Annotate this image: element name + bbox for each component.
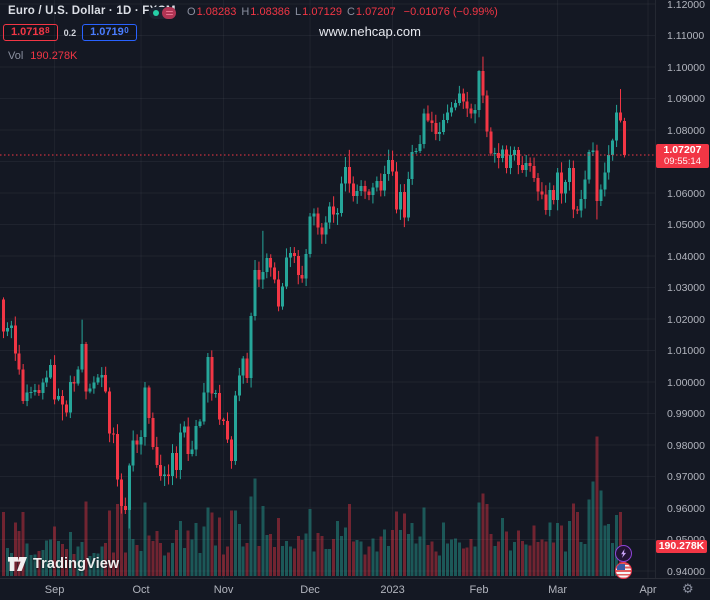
lightning-icon[interactable] [615, 545, 632, 562]
price-axis-label: 1.09000 [667, 93, 705, 105]
price-axis-label: 1.05000 [667, 219, 705, 231]
open-value: 1.08283 [196, 6, 237, 18]
price-axis-label: 0.96000 [667, 502, 705, 515]
toggle-handle-icon [162, 7, 176, 19]
tradingview-logo-text: TradingView [33, 556, 120, 572]
watermark: www.nehcap.com [319, 24, 421, 39]
open-label: O [187, 6, 196, 18]
price-axis-label: 1.10000 [667, 61, 705, 74]
price-axis-label: 0.98000 [667, 439, 705, 452]
time-axis-label: Feb [469, 584, 489, 596]
volume-axis-tag: 190.278K [656, 540, 707, 554]
tradingview-logo[interactable]: TradingView [8, 556, 119, 572]
market-status-toggle[interactable] [149, 7, 176, 19]
price-axis-label: 0.99000 [667, 408, 705, 420]
bolt-glyph-icon [621, 549, 627, 558]
last-price-tag: 1.07207 09:55:14 [656, 143, 709, 168]
price-axis-label: 1.01000 [667, 345, 705, 357]
volume-value: 190.278K [30, 50, 78, 62]
high-label: H [241, 6, 250, 18]
bid-ask-row: 1.0718 8 0.2 1.0719 0 [3, 24, 137, 41]
symbol-title: Euro / U.S. Dollar · 1D · FXCM [8, 5, 176, 17]
price-axis-label: 1.02000 [667, 313, 705, 326]
ohlc-readout: O1.08283 H1.08386 L1.07129 C1.07207 −0.0… [187, 6, 498, 18]
us-flag-icon[interactable] [615, 562, 632, 579]
close-label: C [346, 6, 355, 18]
candlestick-chart[interactable] [0, 0, 655, 578]
time-axis[interactable]: Sep Oct Nov Dec 2023 Feb Mar Apr [0, 578, 710, 600]
price-axis-label: 1.08000 [667, 124, 705, 137]
price-axis-label: 1.04000 [667, 250, 705, 263]
price-axis-label: 1.12000 [667, 0, 705, 11]
time-axis-label: Dec [300, 584, 320, 596]
price-axis-label: 1.11000 [667, 30, 705, 42]
price-axis-label: 0.97000 [667, 471, 705, 483]
close-value: 1.07207 [355, 6, 396, 18]
volume-label: Vol [8, 50, 24, 62]
volume-readout: Vol 190.278K [8, 50, 77, 62]
time-axis-label: Apr [639, 584, 657, 596]
buy-ask-button[interactable]: 1.0719 0 [82, 24, 137, 41]
sell-bid-button[interactable]: 1.0718 8 [3, 24, 58, 41]
market-open-dot-icon [153, 10, 159, 16]
price-axis-label: 1.03000 [667, 282, 705, 294]
last-price-value: 1.07207 [663, 143, 702, 156]
symbol-header: Euro / U.S. Dollar · 1D · FXCM [8, 5, 176, 17]
low-value: 1.07129 [302, 6, 342, 18]
time-axis-label: Mar [548, 584, 568, 596]
tradingview-glyph-icon [8, 557, 27, 571]
time-axis-label: Nov [213, 584, 234, 596]
axis-settings-gear-icon[interactable]: ⚙ [682, 582, 694, 597]
time-axis-label: 2023 [380, 584, 405, 596]
low-label: L [295, 6, 302, 18]
price-axis-label: 0.94000 [667, 565, 705, 578]
time-axis-label: Sep [44, 584, 65, 596]
high-value: 1.08386 [250, 6, 291, 18]
price-axis[interactable]: 1.07207 09:55:14 190.278K 1.12000 1.11000… [655, 0, 710, 578]
price-axis-label: 1.06000 [667, 187, 705, 200]
time-axis-label: Oct [132, 584, 150, 596]
spread-label: 0.2 [63, 27, 77, 38]
bar-countdown: 09:55:14 [664, 155, 701, 167]
change-value: −0.01076 (−0.99%) [403, 6, 498, 18]
price-axis-label: 1.00000 [667, 376, 705, 389]
